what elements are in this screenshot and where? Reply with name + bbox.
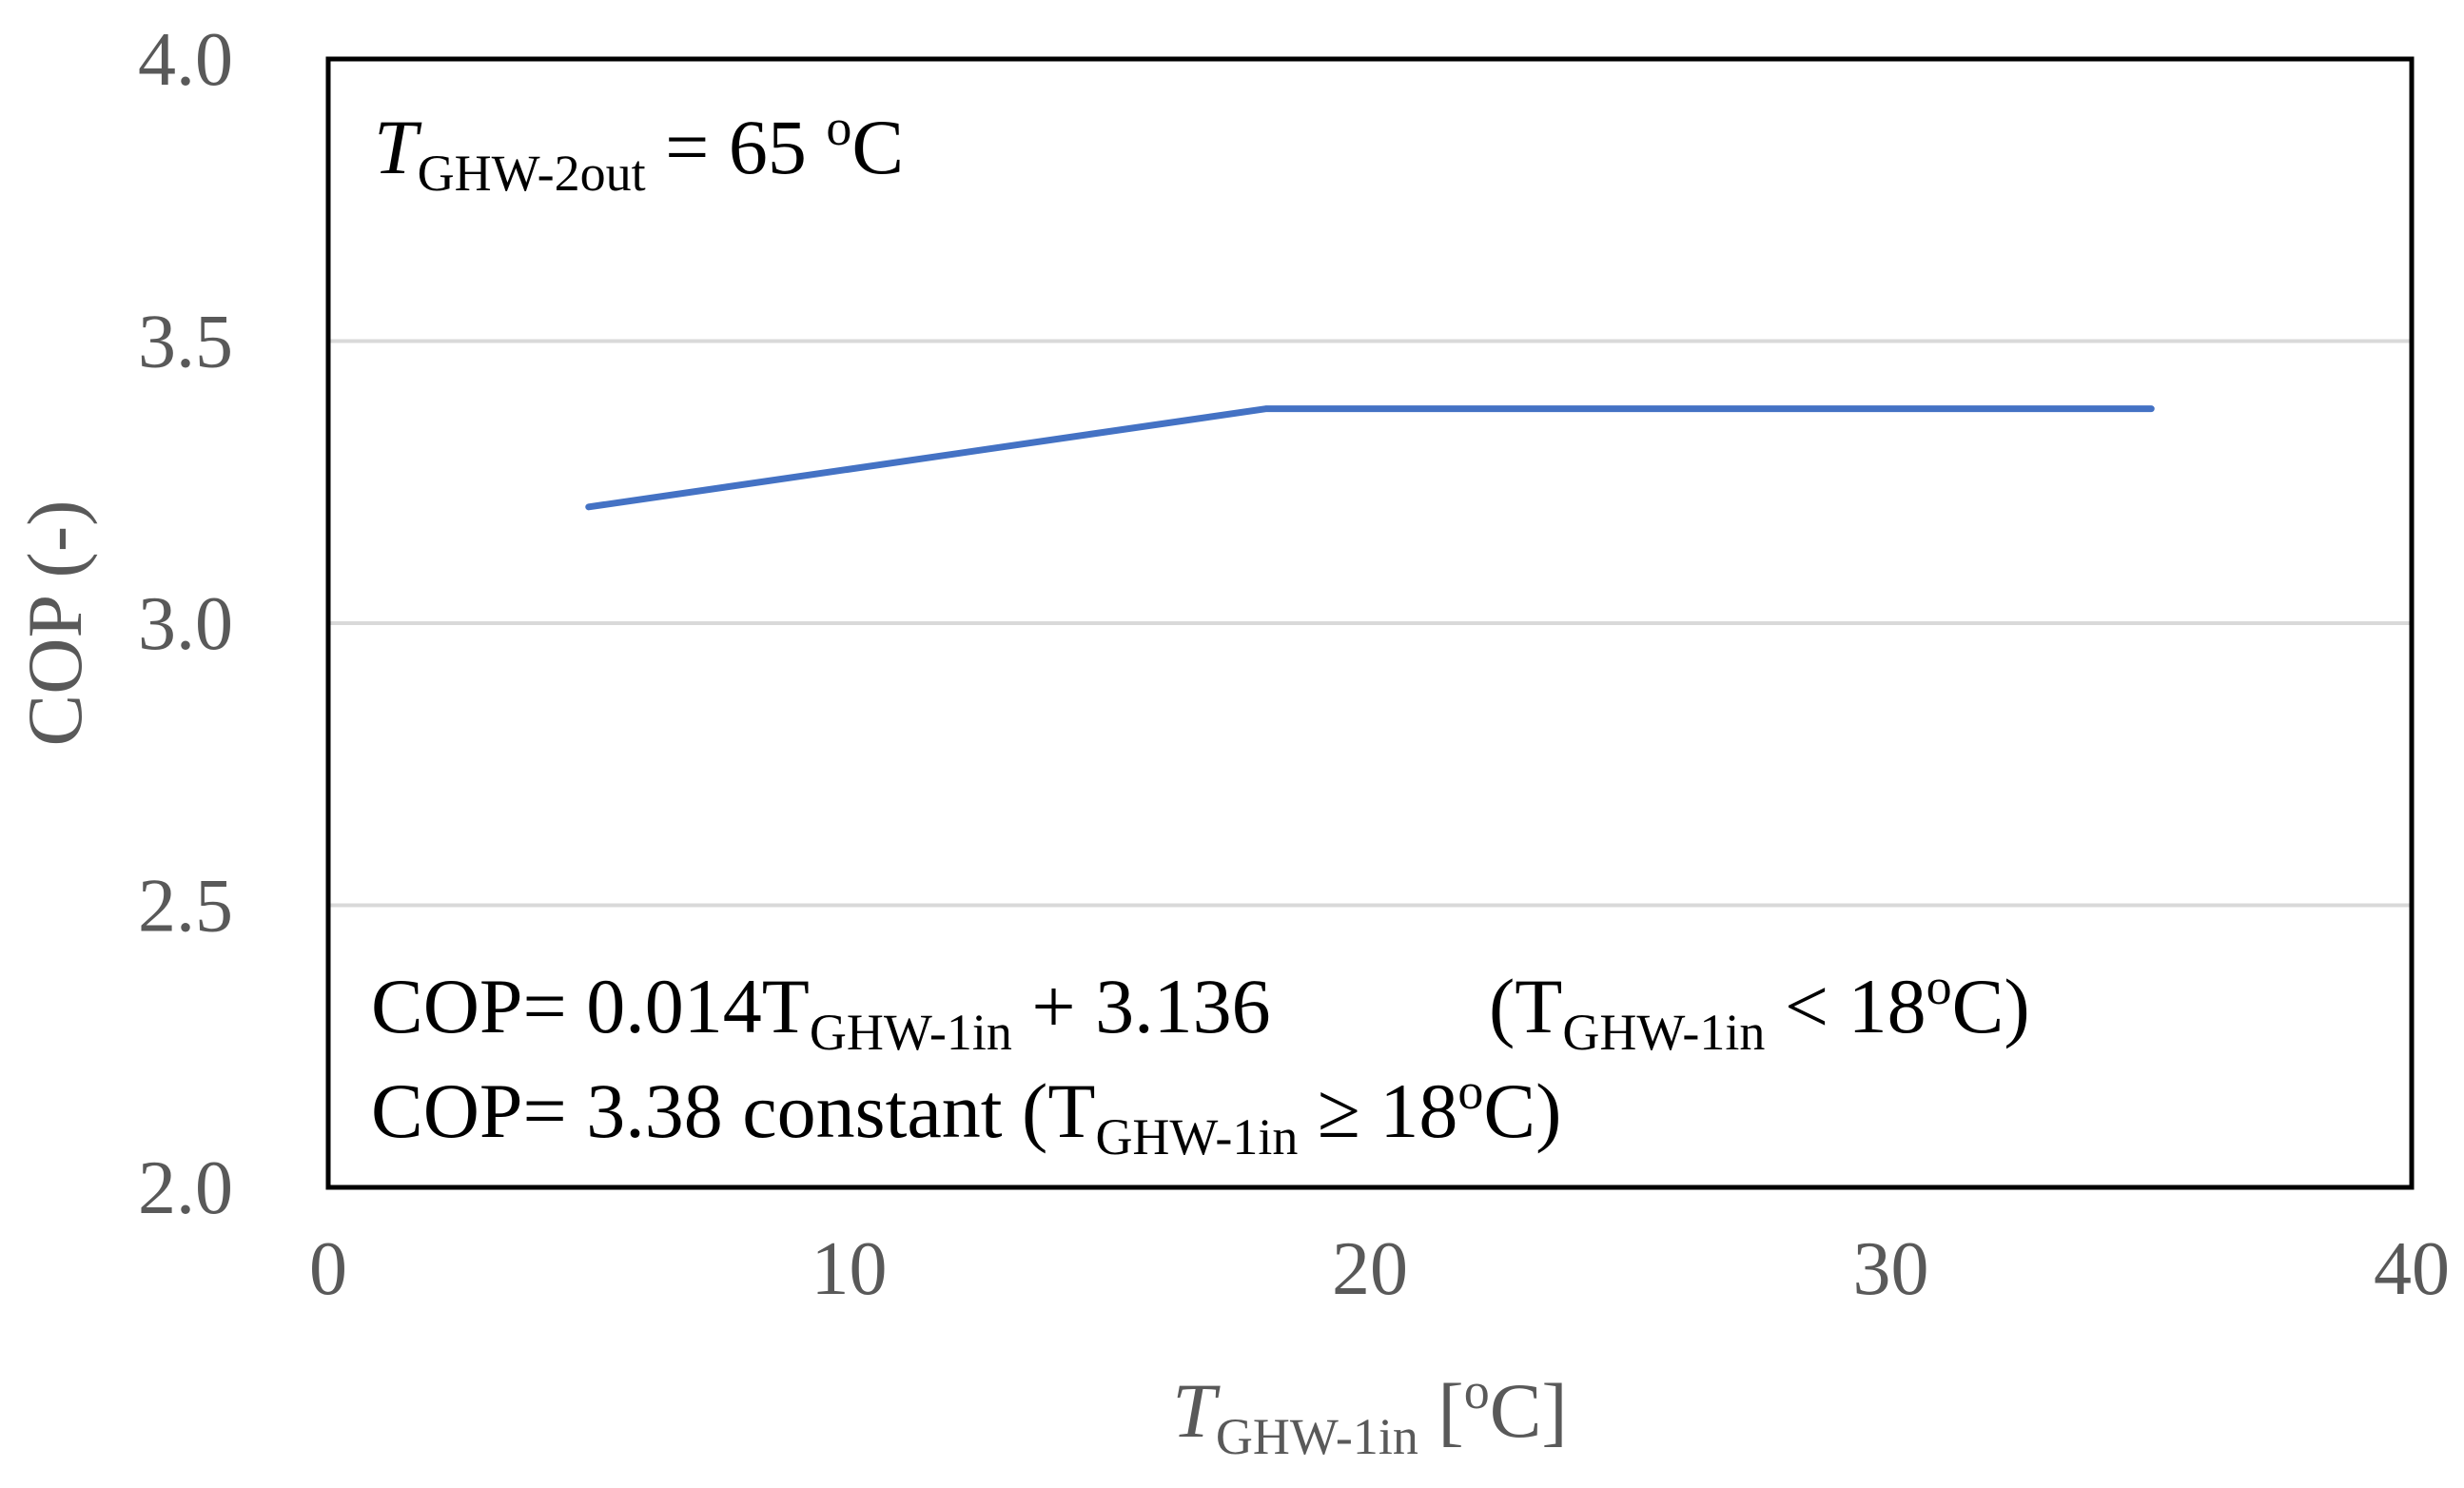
condition-1-sup: o (1926, 958, 1952, 1015)
annotation-outlet-main: T (374, 104, 422, 190)
plot-frame (325, 56, 2415, 1190)
y-tick-labels: 2.0 2.5 3.0 3.5 4.0 (138, 18, 233, 1230)
x-tick-label-2: 20 (1332, 1227, 1408, 1311)
x-axis-title-sub: GHW-1in (1216, 1408, 1418, 1465)
annotation-condition-1: (TGHW-1in < 18oC) (1489, 958, 2030, 1061)
x-axis-title-unit-close: C] (1490, 1367, 1568, 1454)
x-tick-label-3: 30 (1853, 1227, 1929, 1311)
y-tick-label-1: 2.5 (138, 865, 233, 949)
x-tick-label-1: 10 (812, 1227, 888, 1311)
annotation-equation-1: COP= 0.014TGHW-1in + 3.136 (371, 963, 1271, 1061)
equation-1-sub: GHW-1in (810, 1004, 1012, 1061)
annotation-outlet-sup: o (826, 99, 851, 156)
condition-1-close: C) (1952, 963, 2030, 1049)
y-tick-label-2: 3.0 (138, 582, 233, 666)
x-axis-title-unit-open: [ (1418, 1367, 1464, 1454)
equation-2-sup: o (1457, 1063, 1483, 1120)
annotation-outlet-temp: TGHW-2out = 65 oC (374, 99, 904, 202)
y-tick-label-3: 3.5 (138, 301, 233, 384)
equation-2-cmp: ≥ 18 (1298, 1067, 1457, 1154)
equation-2-sub: GHW-1in (1095, 1108, 1298, 1165)
equation-2-close: C) (1483, 1067, 1561, 1154)
annotation-outlet-eq: = 65 (646, 104, 827, 190)
y-tick-label-0: 2.0 (138, 1146, 233, 1230)
x-tick-labels: 0 10 20 30 40 (309, 1227, 2450, 1311)
x-axis-title-unit-sup: o (1464, 1362, 1490, 1419)
y-tick-label-4: 4.0 (138, 18, 233, 102)
annotation-equation-2: COP= 3.38 constant (TGHW-1in ≥ 18oC) (371, 1063, 1561, 1165)
equation-1-lhs: COP= 0.014T (371, 963, 810, 1049)
annotation-outlet-unit: C (851, 104, 904, 190)
x-tick-label-0: 0 (309, 1227, 347, 1311)
y-axis-title: COP (-) (11, 500, 98, 747)
condition-1-cmp: < 18 (1765, 963, 1926, 1049)
equation-2-lhs: COP= 3.38 constant (T (371, 1067, 1095, 1154)
x-tick-label-4: 40 (2374, 1227, 2450, 1311)
x-axis-title: TGHW-1in [oC] (1172, 1362, 1567, 1465)
grid-lines (328, 339, 2412, 908)
condition-1-sub: GHW-1in (1562, 1004, 1765, 1061)
series-lines (585, 405, 2155, 511)
equation-1-rhs: + 3.136 (1012, 963, 1271, 1049)
condition-1-open: (T (1489, 963, 1562, 1049)
series-line-cop (585, 405, 2155, 511)
annotation-outlet-sub: GHW-2out (418, 145, 646, 202)
x-axis-title-main: T (1172, 1367, 1221, 1454)
